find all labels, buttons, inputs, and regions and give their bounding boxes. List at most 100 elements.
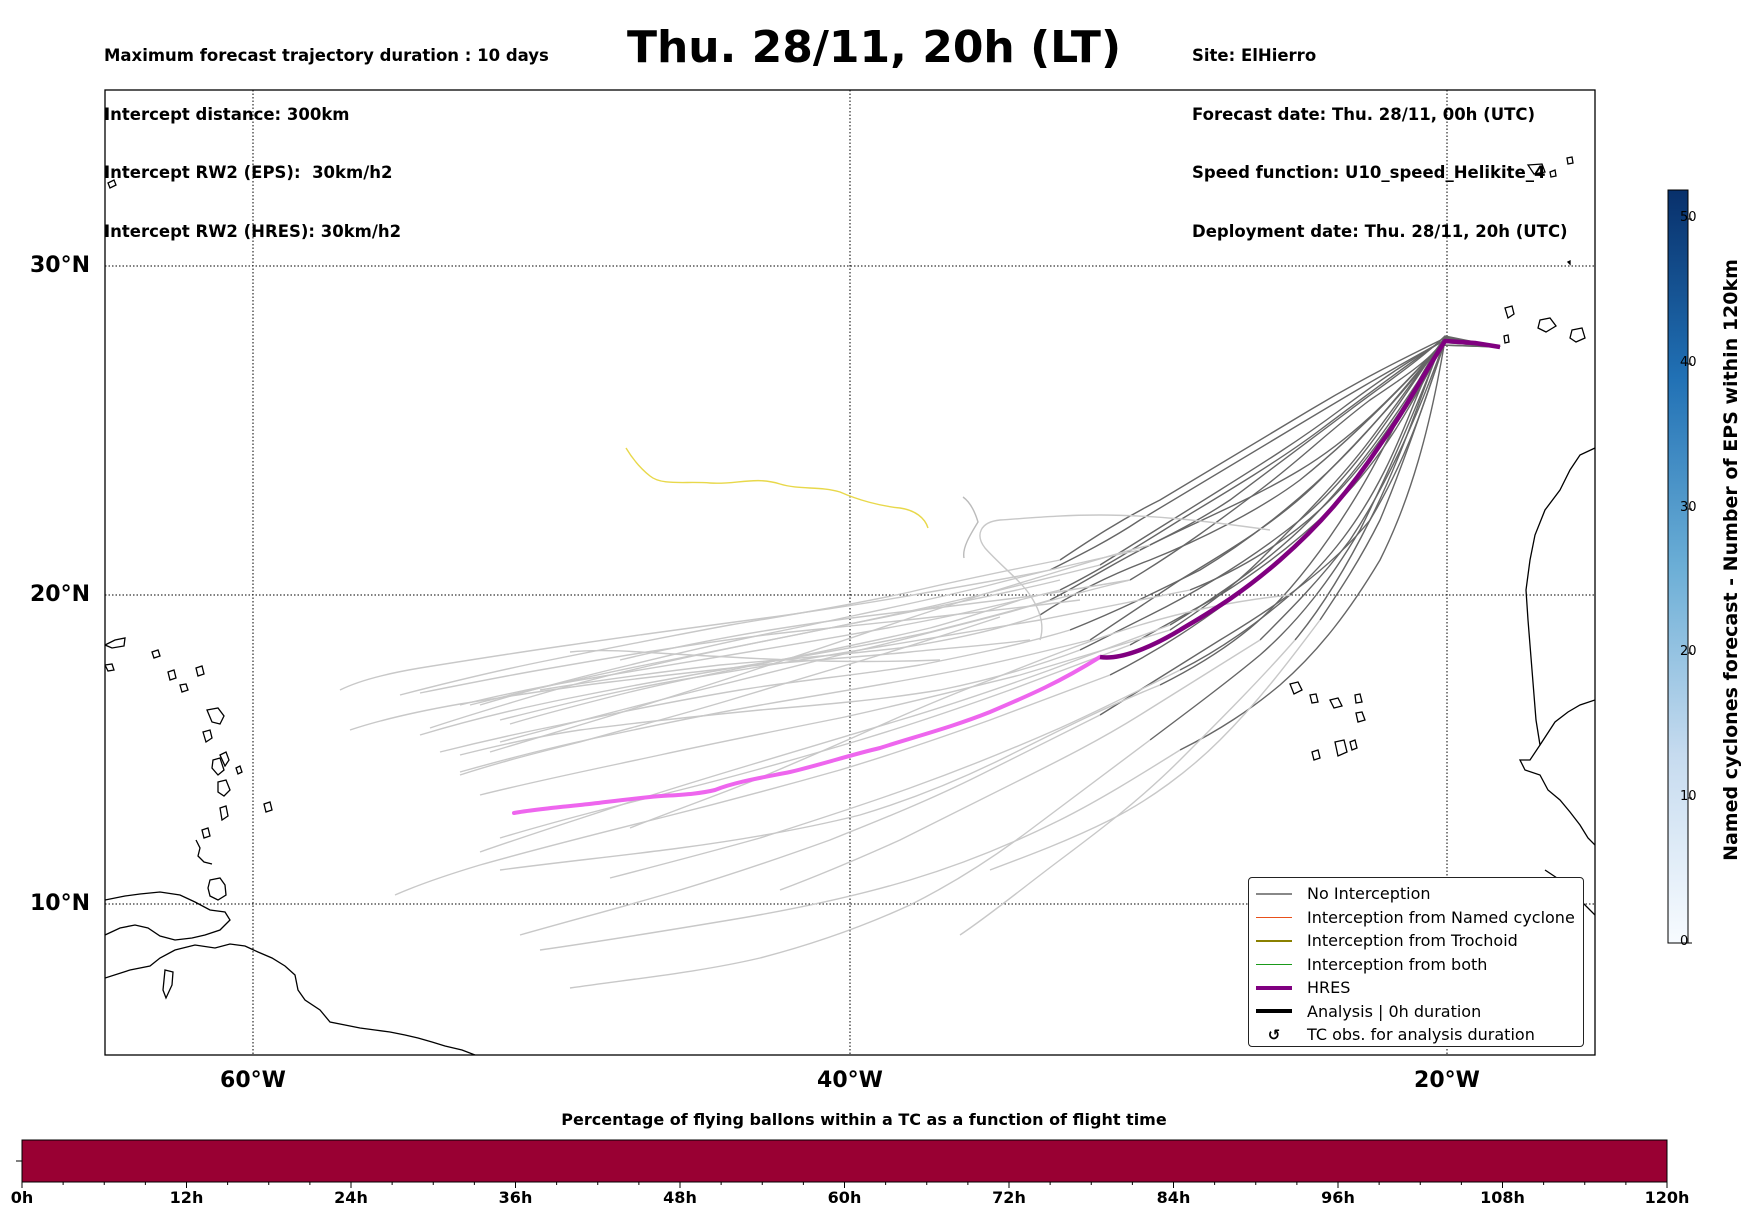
coast-lesser-antilles-chain	[195, 839, 213, 865]
legend-label: Interception from both	[1307, 954, 1488, 974]
flight-time-tick-label: 12h	[169, 1188, 204, 1207]
colorbar-title: Named cyclones forecast - Number of EPS …	[1720, 259, 1742, 861]
legend-swatch	[1255, 1006, 1293, 1016]
colorbar-tick-label: 20	[1680, 644, 1697, 659]
coast-small-island-a	[151, 649, 161, 659]
coast-canary-1	[1504, 305, 1515, 320]
flight-time-tick-label: 96h	[1321, 1188, 1355, 1207]
flight-time-tick-label: 24h	[334, 1188, 368, 1207]
coast-africa	[1518, 447, 1595, 846]
legend-swatch	[1255, 912, 1293, 922]
coast-cape-verde-7	[1334, 739, 1348, 757]
coast-cape-verde-5	[1355, 711, 1366, 723]
colorbar-tick-label: 40	[1680, 355, 1697, 370]
legend-label: TC obs. for analysis duration	[1307, 1025, 1535, 1045]
tc-track	[625, 447, 929, 529]
flight-time-tick-label: 108h	[1480, 1188, 1525, 1207]
lat-label-30n: 30°N	[29, 253, 90, 278]
legend-item-both: Interception from both	[1255, 953, 1577, 977]
eps-trajectories-dark	[1039, 335, 1501, 751]
legend-swatch: ↺	[1255, 1026, 1293, 1044]
header-right: Site: ElHierro Forecast date: Thu. 28/11…	[1192, 7, 1568, 261]
legend-swatch	[1255, 983, 1293, 993]
legend-item-analysis: Analysis | 0h duration	[1255, 1000, 1577, 1024]
map-title: Thu. 28/11, 20h (LT)	[626, 22, 1122, 73]
tc-track-2	[962, 496, 979, 559]
colorbar-tick-label: 10	[1680, 789, 1697, 804]
coast-madeira-2	[1549, 169, 1557, 178]
legend-swatch	[1255, 889, 1293, 899]
header-right-line: Forecast date: Thu. 28/11, 00h (UTC)	[1192, 104, 1536, 124]
lat-label-10n: 10°N	[29, 891, 90, 916]
map-frame	[104, 89, 1596, 1056]
header-right-line: Speed function: U10_speed_Helikite_4	[1192, 163, 1546, 182]
legend-swatch	[1255, 936, 1293, 946]
coast-st-lucia	[219, 805, 229, 822]
coast-guadeloupe	[206, 707, 225, 725]
header-left-line: Intercept RW2 (EPS): 30km/h2	[104, 163, 393, 182]
eps-trajectories-light	[339, 514, 1321, 989]
legend-swatch	[1255, 959, 1293, 969]
coast-dot	[1566, 259, 1571, 266]
coast-canary-2	[1537, 317, 1557, 333]
flight-time-tick-label: 120h	[1644, 1188, 1690, 1207]
coast-small-island-b	[167, 669, 177, 681]
coast-small-island-c	[105, 663, 115, 672]
coast-trinidad	[207, 877, 227, 901]
coast-bermuda-like	[107, 179, 117, 189]
legend-item-tc-obs: ↺ TC obs. for analysis duration	[1255, 1023, 1577, 1047]
coast-south-america	[105, 943, 476, 1055]
flight-time-bar-title: Percentage of flying ballons within a TC…	[561, 1110, 1167, 1129]
hres-trajectory-light	[512, 655, 1102, 815]
coast-cape-verde-8	[1349, 739, 1358, 751]
coastlines	[105, 156, 1595, 1055]
flight-time-tick-label: 48h	[663, 1188, 697, 1207]
coast-madeira	[1526, 163, 1546, 175]
coast-cape-verde-1	[1289, 681, 1303, 695]
coast-barbados	[263, 801, 273, 813]
coast-cape-verde-4	[1354, 693, 1363, 704]
flight-time-tick-label: 84h	[1156, 1188, 1191, 1207]
header-right-line: Deployment date: Thu. 28/11, 20h (UTC)	[1192, 221, 1568, 241]
coast-cape-verde-3	[1329, 697, 1343, 709]
coast-dominica	[219, 751, 230, 768]
flight-time-tick-label: 0h	[10, 1188, 34, 1207]
flight-time-tick-label: 60h	[827, 1188, 862, 1207]
flight-time-tick-label: 36h	[498, 1188, 533, 1207]
legend-item-named-cyclone: Interception from Named cyclone	[1255, 906, 1577, 930]
coast-antigua	[235, 765, 243, 775]
coast-carib-island-2	[202, 729, 213, 744]
lon-label-60w: 60°W	[220, 1068, 286, 1093]
header-left-line: Intercept RW2 (HRES): 30km/h2	[104, 221, 402, 241]
coast-martinique	[217, 779, 231, 797]
legend-label: Interception from Named cyclone	[1307, 907, 1575, 927]
coast-virgin-islands	[105, 637, 126, 649]
header-left: Maximum forecast trajectory duration : 1…	[104, 7, 549, 261]
header-right-line: Site: ElHierro	[1192, 46, 1317, 65]
lon-label-40w: 40°W	[817, 1068, 883, 1093]
lat-label-20n: 20°N	[29, 582, 90, 607]
coast-africa-bulge	[1539, 699, 1595, 746]
flight-time-tick-label: 72h	[992, 1188, 1026, 1207]
flight-time-tick-marks	[21, 1182, 1668, 1188]
lon-label-20w: 20°W	[1414, 1068, 1480, 1093]
coast-sxm	[179, 683, 189, 693]
legend-label: Analysis | 0h duration	[1307, 1001, 1482, 1021]
map-legend: No Interception Interception from Named …	[1248, 877, 1584, 1047]
coast-venezuela-north	[105, 891, 231, 941]
coast-madeira-3	[1566, 156, 1574, 165]
coast-canary-3	[1569, 327, 1586, 343]
coast-canary-4	[1503, 334, 1510, 344]
colorbar-tick-label: 30	[1680, 500, 1697, 515]
colorbar-ramp	[1667, 189, 1689, 944]
legend-item-no-interception: No Interception	[1255, 882, 1577, 906]
colorbar-tick-label: 50	[1680, 210, 1697, 225]
coast-barbuda	[195, 665, 205, 677]
legend-label: HRES	[1307, 978, 1351, 998]
header-left-line: Intercept distance: 300km	[104, 104, 350, 124]
coast-cape-verde-2	[1309, 693, 1319, 704]
legend-label: Interception from Trochoid	[1307, 931, 1518, 951]
header-left-line: Maximum forecast trajectory duration : 1…	[104, 46, 549, 65]
flight-time-bar	[21, 1139, 1668, 1183]
